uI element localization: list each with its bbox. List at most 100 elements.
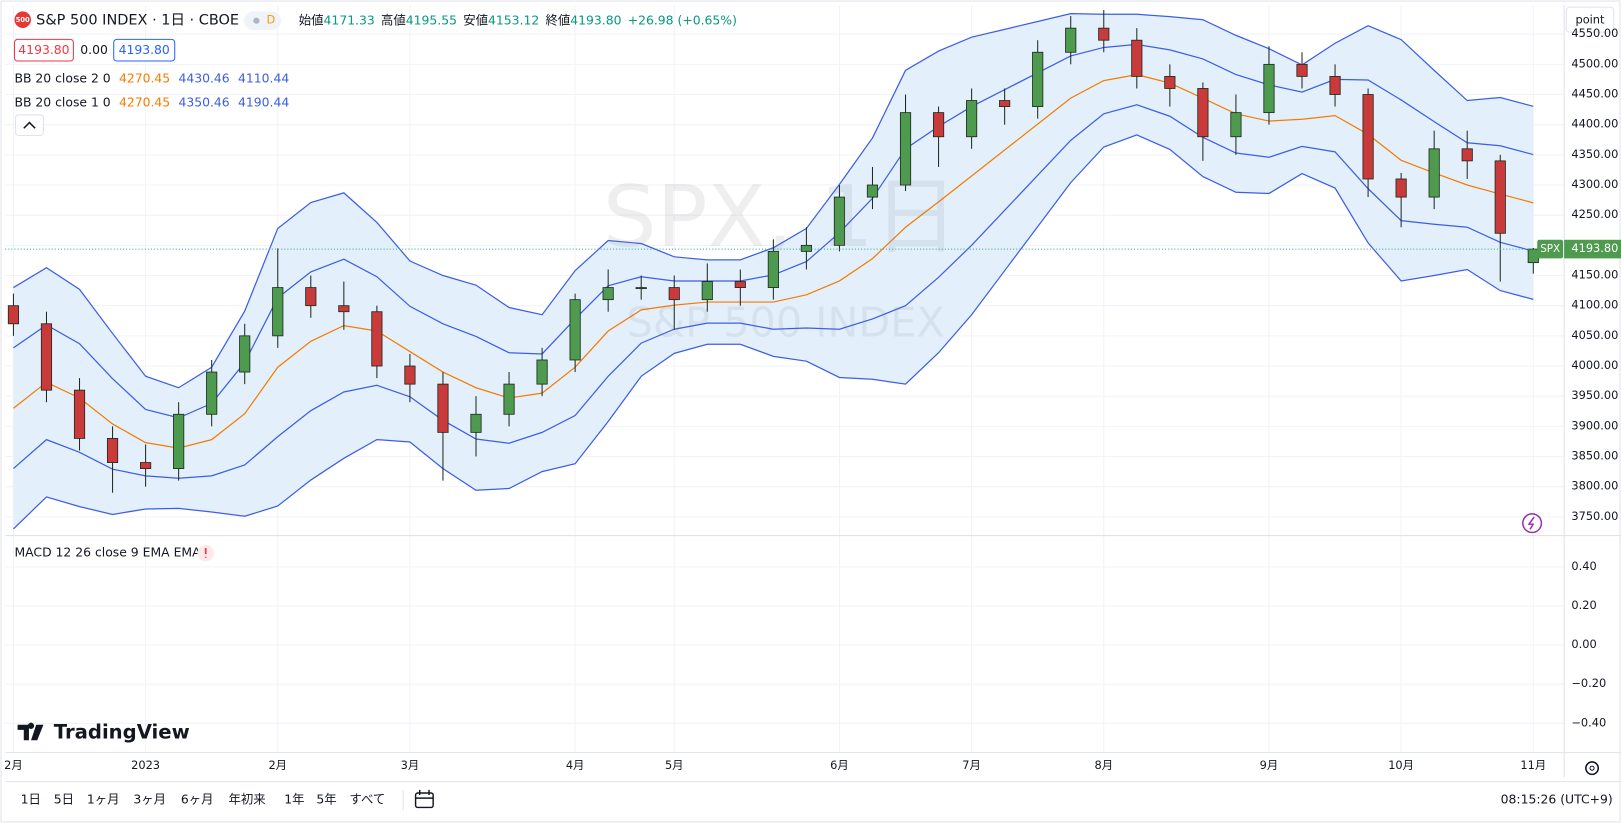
indicator-value: 4350.46 bbox=[178, 94, 229, 109]
price-tag-text: 4193.80 bbox=[1571, 241, 1618, 255]
candle-body bbox=[1164, 75, 1176, 89]
symbol-tag bbox=[1537, 239, 1564, 259]
band-line bbox=[13, 104, 1534, 479]
indicator-legend[interactable]: BB 20 close 1 0 4270.45 4350.46 4190.44 bbox=[14, 94, 289, 109]
range-button[interactable]: 5年 bbox=[316, 792, 336, 807]
range-button[interactable]: 1年 bbox=[284, 792, 304, 807]
clock[interactable]: 08:15:26 (UTC+9) bbox=[1501, 792, 1613, 807]
bid-box[interactable] bbox=[13, 38, 74, 62]
candle-body bbox=[1329, 75, 1341, 95]
y-tick-label: 4250.00 bbox=[1571, 207, 1618, 221]
macd-legend[interactable]: MACD 12 26 close 9 EMA EMA bbox=[14, 545, 201, 560]
candle-body bbox=[966, 100, 978, 138]
candle-body bbox=[932, 112, 945, 138]
y-tick-label: 4050.00 bbox=[1571, 328, 1618, 342]
symbol-logo bbox=[14, 11, 32, 28]
y-tick-label: 4100.00 bbox=[1571, 298, 1618, 312]
y-tick-label: 4300.00 bbox=[1571, 177, 1618, 191]
date-range-button[interactable] bbox=[414, 792, 434, 809]
candle-body bbox=[1230, 112, 1242, 138]
indicator-legend[interactable]: BB 20 close 2 0 4270.45 4430.46 4110.44 bbox=[14, 70, 289, 85]
brand-name[interactable]: TradingView bbox=[54, 721, 190, 744]
candle-body bbox=[833, 196, 846, 246]
quote-label: 高値 bbox=[381, 12, 406, 27]
quote-value: 4153.12 bbox=[488, 12, 539, 27]
x-tick-label: 6月 bbox=[830, 758, 849, 772]
range-button[interactable]: 6ヶ月 bbox=[181, 792, 214, 807]
candle-body bbox=[536, 359, 548, 385]
x-tick-label: 10月 bbox=[1388, 758, 1414, 772]
watermark-description: S&P 500 INDEX bbox=[627, 299, 945, 347]
candle-body bbox=[999, 100, 1011, 107]
bid-price: 4193.80 bbox=[18, 42, 69, 57]
price-tag bbox=[1564, 239, 1621, 259]
quote-label: 安値 bbox=[463, 12, 488, 27]
range-button[interactable]: 5日 bbox=[54, 792, 74, 807]
y-tick-label: 3800.00 bbox=[1571, 479, 1618, 493]
candle-body bbox=[206, 371, 218, 415]
candle-body bbox=[767, 250, 779, 288]
range-button[interactable]: 1日 bbox=[21, 792, 41, 807]
y-tick-label: −0.20 bbox=[1571, 676, 1606, 690]
candle-body bbox=[1527, 248, 1539, 264]
ask-box[interactable] bbox=[113, 38, 176, 62]
y-tick-label: 0.40 bbox=[1571, 559, 1596, 573]
range-button[interactable]: 3ヶ月 bbox=[133, 792, 166, 807]
candle-body bbox=[866, 184, 879, 198]
quote-change: +26.98 (+0.65%) bbox=[628, 12, 737, 27]
alert-icon[interactable] bbox=[1522, 513, 1543, 534]
range-button[interactable]: 年初来 bbox=[228, 792, 265, 807]
quote-value: 4171.33 bbox=[324, 12, 375, 27]
collapse-icon bbox=[23, 121, 36, 129]
candle-body bbox=[1065, 27, 1077, 53]
y-tick-label: 0.20 bbox=[1571, 598, 1596, 612]
y-tick-label: 3900.00 bbox=[1571, 418, 1618, 432]
candle-body bbox=[701, 281, 713, 301]
candle-body bbox=[899, 112, 912, 186]
range-button[interactable]: すべて bbox=[349, 792, 385, 807]
indicator-name: BB 20 close 2 0 bbox=[14, 70, 110, 85]
indicator-value: 4270.45 bbox=[119, 70, 170, 85]
band-line bbox=[13, 134, 1534, 530]
calendar-icon bbox=[415, 789, 434, 799]
candle-body bbox=[106, 438, 119, 463]
scale-mode: point bbox=[1575, 13, 1605, 27]
candle-body bbox=[338, 305, 350, 313]
candle-body bbox=[371, 311, 383, 367]
watermark-symbol: SPX, 1日 bbox=[603, 167, 959, 266]
candle-body bbox=[503, 383, 515, 415]
candle-body bbox=[1197, 88, 1209, 138]
symbol-title[interactable]: S&P 500 INDEX · 1日 · CBOE bbox=[36, 13, 239, 29]
x-tick-label: 9月 bbox=[1260, 758, 1279, 772]
mark-layer bbox=[5, 10, 1565, 530]
range-button[interactable]: 1ヶ月 bbox=[87, 792, 120, 807]
candle-body bbox=[73, 389, 86, 439]
candle-body bbox=[7, 305, 20, 325]
candle-body bbox=[40, 323, 53, 391]
y-tick-label: −0.40 bbox=[1571, 715, 1606, 729]
candle-body bbox=[1461, 148, 1473, 162]
candle-body bbox=[173, 413, 185, 469]
settings-icon[interactable] bbox=[1585, 761, 1600, 776]
scale-mode-button[interactable] bbox=[1565, 6, 1615, 33]
y-tick-label: 3850.00 bbox=[1571, 449, 1618, 463]
symbol-tag-text: SPX bbox=[1540, 243, 1560, 255]
candle-body bbox=[635, 287, 647, 290]
y-tick-label: 4500.00 bbox=[1571, 56, 1618, 70]
ask-price: 4193.80 bbox=[119, 42, 170, 57]
x-tick-label: 7月 bbox=[962, 758, 981, 772]
indicator-value: 4110.44 bbox=[238, 70, 289, 85]
collapse-button[interactable] bbox=[14, 114, 44, 136]
x-tick-label: 2月 bbox=[4, 758, 23, 772]
status-dot bbox=[253, 17, 260, 24]
y-tick-label: 3950.00 bbox=[1571, 388, 1618, 402]
candle-body bbox=[1131, 39, 1143, 77]
indicator-value: 4430.46 bbox=[178, 70, 229, 85]
market-status[interactable] bbox=[243, 11, 282, 31]
candle-body bbox=[1362, 94, 1374, 180]
alert-bolt bbox=[1527, 516, 1535, 530]
candle-body bbox=[1098, 27, 1110, 41]
band-line bbox=[13, 73, 1534, 449]
candle-body bbox=[569, 299, 581, 361]
x-tick-label: 2月 bbox=[268, 758, 287, 772]
